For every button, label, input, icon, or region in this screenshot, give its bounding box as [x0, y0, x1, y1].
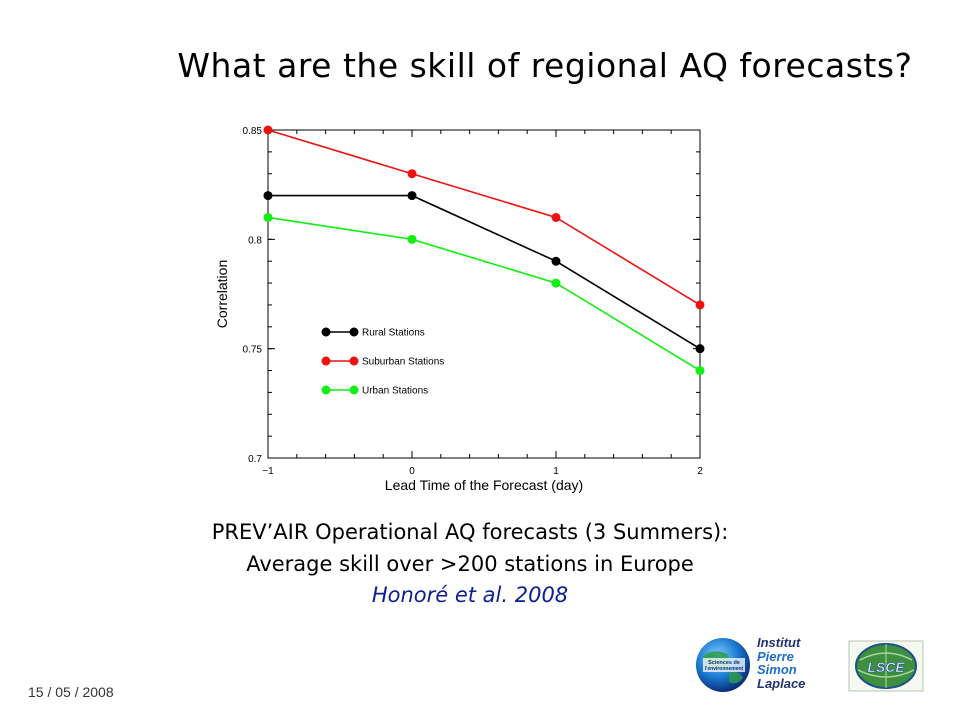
- legend-label: Suburban Stations: [362, 357, 444, 368]
- svg-text:l'environnement: l'environnement: [705, 666, 744, 672]
- series-point: [551, 256, 561, 266]
- chart-series: [263, 125, 705, 376]
- series-line: [268, 194, 701, 350]
- series-point: [263, 212, 273, 222]
- ipsl-wordmark: Institut Pierre Simon Laplace: [757, 636, 805, 690]
- chart-legend: Rural Stations Suburban Stations Urban Sta…: [321, 327, 444, 397]
- ipsl-logo: Sciences de l'environnement Institut Pie…: [693, 636, 819, 694]
- correlation-line-chart: 0.7 0.75 0.8 0.85 −1 0 1 2 Lead Time of the Fore…: [214, 125, 705, 493]
- series-line: [267, 216, 701, 372]
- x-tick-label: 0: [409, 466, 415, 477]
- series-point: [407, 191, 417, 201]
- ipsl-line-3: Simon: [757, 662, 797, 677]
- y-tick-label: 0.75: [243, 345, 263, 356]
- caption-line-1: PREV’AIR Operational AQ forecasts (3 Sum…: [211, 520, 729, 544]
- legend-marker: [349, 356, 359, 366]
- series-point: [263, 125, 273, 135]
- series-point: [695, 300, 705, 310]
- svg-text:LSCE: LSCE: [867, 659, 905, 675]
- x-tick-label: 1: [553, 466, 559, 477]
- reference-citation: Honoré et al. 2008: [371, 583, 569, 607]
- y-tick-label: 0.8: [248, 235, 262, 246]
- legend-marker: [321, 356, 331, 366]
- series-line: [267, 129, 701, 306]
- footer-date: 15 / 05 / 2008: [28, 684, 114, 700]
- y-tick-label: 0.85: [243, 126, 263, 137]
- lsce-logo: LSCE: [848, 640, 924, 692]
- legend-marker: [349, 327, 359, 337]
- plot-frame: [267, 129, 701, 459]
- y-axis-label: Correlation: [214, 260, 230, 328]
- legend-marker: [349, 385, 359, 395]
- ipsl-line-2: Pierre: [757, 648, 794, 664]
- legend-label: Rural Stations: [362, 328, 425, 339]
- series-point: [407, 169, 417, 179]
- series-point: [551, 278, 561, 288]
- slide-title: What are the skill of regional AQ foreca…: [177, 46, 913, 85]
- legend-marker: [321, 327, 331, 337]
- series-point: [407, 234, 417, 244]
- svg-text:Sciences de: Sciences de: [708, 660, 740, 666]
- chart-axes: 0.7 0.75 0.8 0.85 −1 0 1 2 Lead Time of the Fore…: [214, 126, 703, 493]
- x-tick-label: 2: [697, 466, 703, 477]
- caption-line-2: Average skill over >200 stations in Euro…: [246, 552, 694, 576]
- series-point: [695, 366, 705, 376]
- x-axis-label: Lead Time of the Forecast (day): [385, 477, 583, 493]
- x-tick-label: −1: [262, 466, 274, 477]
- ipsl-line-1: Institut: [757, 635, 801, 650]
- ipsl-line-4: Laplace: [757, 675, 806, 691]
- globe-icon: Sciences de l'environnement: [696, 638, 750, 692]
- series-point: [695, 344, 705, 354]
- y-tick-label: 0.7: [248, 454, 262, 465]
- series-point: [551, 212, 561, 222]
- series-point: [263, 191, 273, 201]
- legend-label: Urban Stations: [362, 386, 428, 397]
- legend-marker: [321, 385, 331, 395]
